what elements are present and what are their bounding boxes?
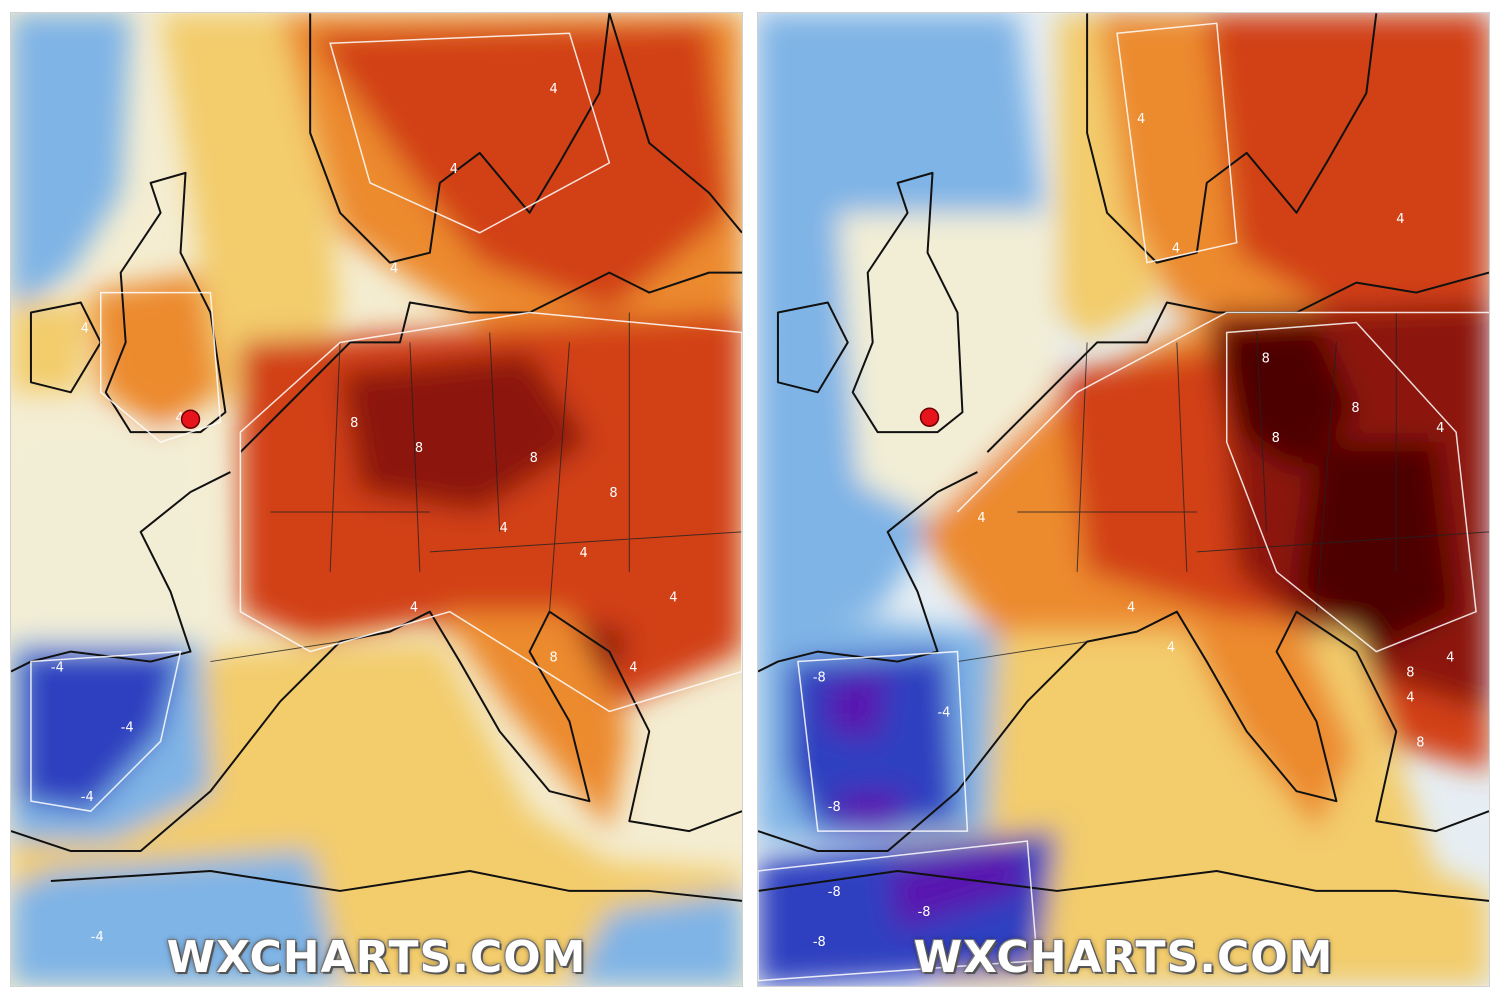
coastline-great-britain bbox=[104, 171, 227, 434]
contour-lines bbox=[758, 22, 1489, 982]
contour-label: 4 bbox=[1446, 651, 1454, 666]
coastlines bbox=[758, 13, 1489, 902]
coastline-north-africa bbox=[758, 869, 1489, 902]
contour-label: -8 bbox=[918, 905, 931, 920]
contour-label: 4 bbox=[1167, 641, 1175, 656]
contour-label: -8 bbox=[828, 885, 841, 900]
coastline-biscay bbox=[11, 471, 231, 673]
borders bbox=[957, 312, 1489, 663]
contour-label: 4 bbox=[500, 521, 508, 536]
contour-label: 4 bbox=[176, 411, 184, 426]
contour-label: 8 bbox=[350, 416, 358, 431]
coastline-north-sea bbox=[239, 271, 742, 453]
coastline-baltic-east bbox=[608, 13, 742, 234]
contour-label: 8 bbox=[415, 441, 423, 456]
contour-label: 8 bbox=[530, 451, 538, 466]
anomaly-map-right: 4 4 4 8 8 8 8 4 4 4 4 4 4 -8 -8 -8 -8 -8… bbox=[757, 12, 1490, 987]
contour-label: 8 bbox=[609, 486, 617, 501]
coastline-mediterranean bbox=[758, 610, 1489, 853]
coastline-scandinavia bbox=[1086, 13, 1378, 264]
temperature-field bbox=[758, 13, 1489, 986]
contour-label: 8 bbox=[1351, 401, 1359, 416]
contour-label: 4 bbox=[450, 162, 458, 177]
contour-label: 4 bbox=[1172, 242, 1180, 257]
contour-label: 8 bbox=[1262, 351, 1270, 366]
coastline-scandinavia bbox=[309, 13, 611, 264]
contour-labels: 4 4 4 4 8 8 8 8 4 4 4 4 8 4 -4 -4 -4 -4 … bbox=[51, 82, 678, 945]
contour-label: 4 bbox=[977, 511, 985, 526]
contour-label: 4 bbox=[1137, 112, 1145, 127]
contour-label: 8 bbox=[1406, 666, 1414, 681]
contour-label: 4 bbox=[390, 262, 398, 277]
coastline-biscay bbox=[758, 471, 978, 673]
contour-label: 4 bbox=[629, 661, 637, 676]
contour-label: 4 bbox=[669, 591, 677, 606]
coastline-ireland bbox=[29, 301, 102, 394]
watermark: WXCHARTS.COM bbox=[913, 932, 1334, 983]
contour-label: -8 bbox=[813, 935, 826, 950]
contour-label: -4 bbox=[121, 720, 134, 735]
contour-label: 4 bbox=[1396, 212, 1404, 227]
contour-label: -4 bbox=[51, 661, 64, 676]
coastline-ireland bbox=[776, 301, 849, 394]
contour-label: -4 bbox=[91, 930, 104, 945]
contour-label: 4 bbox=[550, 82, 558, 97]
coastline-mediterranean bbox=[11, 610, 742, 853]
contour-label: -4 bbox=[81, 790, 94, 805]
contour-label: 4 bbox=[81, 321, 89, 336]
anomaly-map-left: 4 4 4 4 8 8 8 8 4 4 4 4 8 4 -4 -4 -4 -4 … bbox=[10, 12, 743, 987]
contour-lines bbox=[30, 32, 742, 812]
contour-label: 4 bbox=[579, 546, 587, 561]
borders bbox=[210, 312, 742, 663]
contour-label: -8 bbox=[813, 671, 826, 686]
coastline-north-africa bbox=[50, 869, 742, 902]
location-marker bbox=[180, 409, 201, 429]
location-marker bbox=[919, 407, 940, 427]
coastlines bbox=[11, 13, 742, 902]
contour-label: 4 bbox=[1127, 601, 1135, 616]
contour-label: 4 bbox=[1436, 421, 1444, 436]
contour-label: 8 bbox=[550, 651, 558, 666]
contour-label: 8 bbox=[1272, 431, 1280, 446]
coastline-north-sea bbox=[986, 271, 1489, 453]
contour-label: 4 bbox=[1406, 690, 1414, 705]
contour-label: 8 bbox=[1416, 735, 1424, 750]
anomaly-map-left-canvas: 4 4 4 4 8 8 8 8 4 4 4 4 8 4 -4 -4 -4 -4 … bbox=[11, 13, 742, 986]
anomaly-map-right-canvas: 4 4 4 8 8 8 8 4 4 4 4 4 4 -8 -8 -8 -8 -8… bbox=[758, 13, 1489, 986]
contour-label: 4 bbox=[410, 601, 418, 616]
coastline-great-britain bbox=[851, 171, 964, 434]
watermark: WXCHARTS.COM bbox=[166, 932, 587, 983]
contour-label: -8 bbox=[828, 800, 841, 815]
contour-labels: 4 4 4 8 8 8 8 4 4 4 4 4 4 -8 -8 -8 -8 -8… bbox=[813, 112, 1455, 950]
contour-label: -4 bbox=[938, 705, 951, 720]
